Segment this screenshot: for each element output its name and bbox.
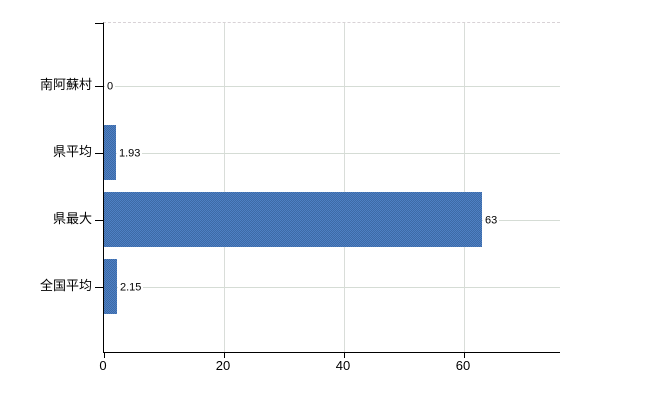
x-tick-label: 20 — [215, 358, 231, 373]
gridline-horizontal — [104, 287, 560, 288]
x-axis-tick — [464, 353, 465, 358]
plot-area: 0 1.93 63 2.15 — [95, 22, 560, 358]
x-tick-label: 40 — [335, 358, 351, 373]
category-label: 県最大 — [52, 211, 92, 226]
x-tick-label: 0 — [99, 358, 107, 373]
gridline-vertical — [344, 23, 345, 352]
y-axis-tick-top — [95, 23, 103, 24]
gridline-horizontal — [104, 153, 560, 154]
bar-1 — [104, 125, 116, 180]
bar-value-label: 1.93 — [117, 147, 143, 161]
y-axis-tick — [95, 220, 103, 221]
bar-value-label: 2.15 — [118, 281, 144, 295]
gridline-vertical — [464, 23, 465, 352]
gridline-vertical — [224, 23, 225, 352]
bar-2 — [104, 192, 482, 247]
bar-value-label: 63 — [483, 214, 500, 228]
category-label: 南阿蘇村 — [39, 77, 92, 92]
bar-value-label: 0 — [105, 80, 116, 94]
category-label: 全国平均 — [39, 278, 92, 293]
x-axis-tick — [344, 353, 345, 358]
category-label: 県平均 — [52, 144, 92, 159]
y-axis-tick — [95, 153, 103, 154]
bar-3 — [104, 259, 117, 314]
x-axis-tick — [224, 353, 225, 358]
x-axis-tick — [104, 353, 105, 358]
y-axis-tick — [95, 86, 103, 87]
y-axis-tick — [95, 287, 103, 288]
gridline-horizontal — [104, 86, 560, 87]
x-tick-label: 60 — [455, 358, 471, 373]
